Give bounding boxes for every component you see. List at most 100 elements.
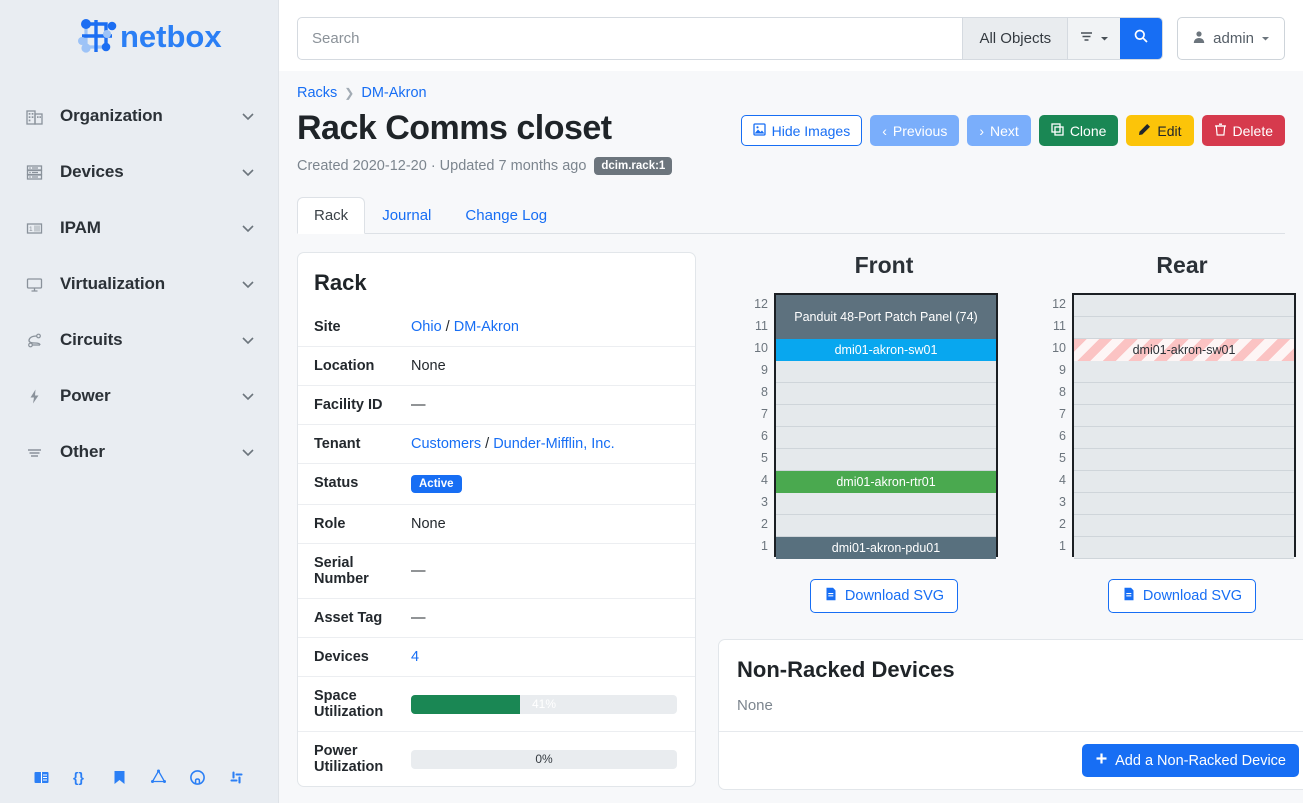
rack-unit-slot[interactable]: [1074, 449, 1294, 471]
rack-unit-slot[interactable]: [1074, 383, 1294, 405]
tab-journal[interactable]: Journal: [365, 197, 448, 234]
location-label: Location: [298, 346, 411, 386]
monitor-icon: [22, 276, 46, 293]
code-braces-icon[interactable]: {}: [72, 769, 89, 786]
rack-device-dmi01-akron-sw01[interactable]: dmi01-akron-sw01: [776, 339, 996, 361]
breadcrumb-item-site[interactable]: DM-Akron: [361, 85, 427, 101]
svg-text:{}: {}: [73, 769, 84, 785]
front-unit-labels: 12 11 10 9 8 7 6 5 4 3 2 1: [748, 293, 774, 557]
rack-unit-label: 4: [1059, 473, 1066, 487]
next-button[interactable]: › Next: [967, 115, 1031, 146]
rack-details-card: Rack Site Ohio / DM-Akron: [297, 252, 696, 787]
file-icon: [824, 587, 838, 605]
rack-unit-slot[interactable]: [1074, 515, 1294, 537]
user-icon: [1192, 30, 1206, 48]
sidebar-item-other[interactable]: Other: [0, 424, 278, 480]
devices-count-link[interactable]: 4: [411, 649, 420, 665]
main-area: All Objects: [279, 0, 1303, 803]
previous-button[interactable]: ‹ Previous: [870, 115, 960, 146]
rack-unit-slot[interactable]: [776, 449, 996, 471]
sidebar-item-label: Other: [60, 442, 105, 461]
rack-unit-slot[interactable]: [776, 405, 996, 427]
rack-unit-slot[interactable]: [776, 493, 996, 515]
rack-unit-label: 1: [761, 539, 768, 553]
object-scope-select[interactable]: All Objects: [962, 18, 1068, 59]
rack-unit-slot[interactable]: [776, 383, 996, 405]
user-menu-button[interactable]: admin: [1177, 17, 1285, 60]
github-icon[interactable]: [189, 769, 206, 786]
site-region-link[interactable]: Ohio: [411, 319, 442, 335]
caret-down-icon: [1100, 30, 1109, 48]
previous-label: Previous: [892, 122, 948, 139]
image-icon: [752, 122, 766, 139]
rack-unit-slot[interactable]: [1074, 295, 1294, 317]
rack-device-dmi01-akron-rtr01[interactable]: dmi01-akron-rtr01: [776, 471, 996, 493]
graphql-icon[interactable]: [150, 769, 167, 786]
space-utilization-label: Space Utilization: [298, 676, 411, 732]
sidebar-item-power[interactable]: Power: [0, 368, 278, 424]
rack-card-title: Rack: [314, 270, 367, 295]
front-rack-body[interactable]: Panduit 48-Port Patch Panel (74) dmi01-ak…: [774, 293, 998, 559]
table-row-site: Site Ohio / DM-Akron: [298, 308, 695, 347]
rack-unit-slot[interactable]: [1074, 405, 1294, 427]
rack-device-dmi01-akron-pdu01[interactable]: dmi01-akron-pdu01: [776, 537, 996, 559]
sidebar-item-virtualization[interactable]: Virtualization: [0, 256, 278, 312]
sidebar-item-circuits[interactable]: Circuits: [0, 312, 278, 368]
devices-label: Devices: [298, 637, 411, 677]
filter-dropdown-button[interactable]: [1067, 18, 1121, 59]
non-racked-title: Non-Racked Devices: [737, 657, 955, 682]
download-svg-front-button[interactable]: Download SVG: [809, 579, 959, 613]
table-row-power-utilization: Power Utilization 0%: [298, 731, 695, 786]
rack-unit-label: 4: [761, 473, 768, 487]
tab-rack[interactable]: Rack: [297, 197, 366, 234]
slack-icon[interactable]: [228, 769, 245, 786]
edit-button[interactable]: Edit: [1126, 115, 1194, 146]
rear-elevation: Rear 12 11 10 9 8 7 6 5 4 3 2 1 dmi01-akron-sw01: [1046, 252, 1303, 559]
rack-elevations: Front 12 11 10 9 8 7 6 5 4 3 2 1 Panduit 48-Port Pa…: [718, 252, 1303, 559]
site-name-link[interactable]: DM-Akron: [453, 319, 519, 335]
breadcrumb-item-racks[interactable]: Racks: [297, 85, 338, 101]
serial-number-label: Serial Number: [298, 543, 411, 599]
role-label: Role: [298, 504, 411, 544]
rack-unit-slot[interactable]: [1074, 471, 1294, 493]
tenant-name-link[interactable]: Dunder-Mifflin, Inc.: [493, 436, 615, 452]
rack-unit-slot[interactable]: [1074, 317, 1294, 339]
chevron-right-icon: ❯: [344, 86, 355, 100]
tab-change-log[interactable]: Change Log: [448, 197, 564, 234]
add-non-racked-device-button[interactable]: Add a Non-Racked Device: [1082, 744, 1299, 777]
rack-unit-slot[interactable]: [1074, 493, 1294, 515]
rack-device-panduit-48-port-patch-panel-74[interactable]: Panduit 48-Port Patch Panel (74): [776, 295, 996, 339]
rear-rack-body[interactable]: dmi01-akron-sw01: [1072, 293, 1296, 559]
table-row-facility-id: Facility ID —: [298, 385, 695, 425]
delete-button[interactable]: Delete: [1201, 115, 1285, 146]
clone-button[interactable]: Clone: [1038, 115, 1119, 146]
sidebar-item-devices[interactable]: Devices: [0, 144, 278, 200]
object-meta: Created 2020-12-20 · Updated 7 months ag…: [297, 157, 673, 175]
sidebar-item-ipam[interactable]: 1 IPAM: [0, 200, 278, 256]
rack-unit-label: 2: [761, 517, 768, 531]
hide-images-button[interactable]: Hide Images: [740, 115, 863, 146]
rack-device-dmi01-akron-sw01[interactable]: dmi01-akron-sw01: [1074, 339, 1294, 361]
rack-unit-slot[interactable]: [1074, 427, 1294, 449]
download-svg-rear-button[interactable]: Download SVG: [1107, 579, 1257, 613]
rack-unit-slot[interactable]: [1074, 537, 1294, 559]
tenant-group-link[interactable]: Customers: [411, 436, 482, 452]
chevron-down-icon: [240, 332, 256, 348]
sidebar-item-organization[interactable]: Organization: [0, 88, 278, 144]
rack-attributes-table: Site Ohio / DM-Akron Location None: [298, 308, 695, 786]
bookmark-icon[interactable]: [111, 769, 128, 786]
rack-unit-label: 10: [754, 341, 768, 355]
plus-icon: [1095, 752, 1108, 769]
search-submit-button[interactable]: [1120, 18, 1163, 59]
book-icon[interactable]: [33, 769, 50, 786]
rack-unit-slot[interactable]: [1074, 361, 1294, 383]
action-buttons: Hide Images ‹ Previous › Next Clo: [740, 109, 1285, 146]
rack-unit-slot[interactable]: [776, 361, 996, 383]
netbox-logo[interactable]: netbox: [0, 0, 278, 66]
rack-unit-slot[interactable]: [776, 515, 996, 537]
search-input[interactable]: [298, 18, 963, 59]
rack-unit-label: 6: [761, 429, 768, 443]
rack-unit-slot[interactable]: [776, 427, 996, 449]
rack-unit-label: 9: [1059, 363, 1066, 377]
rack-unit-label: 7: [761, 407, 768, 421]
